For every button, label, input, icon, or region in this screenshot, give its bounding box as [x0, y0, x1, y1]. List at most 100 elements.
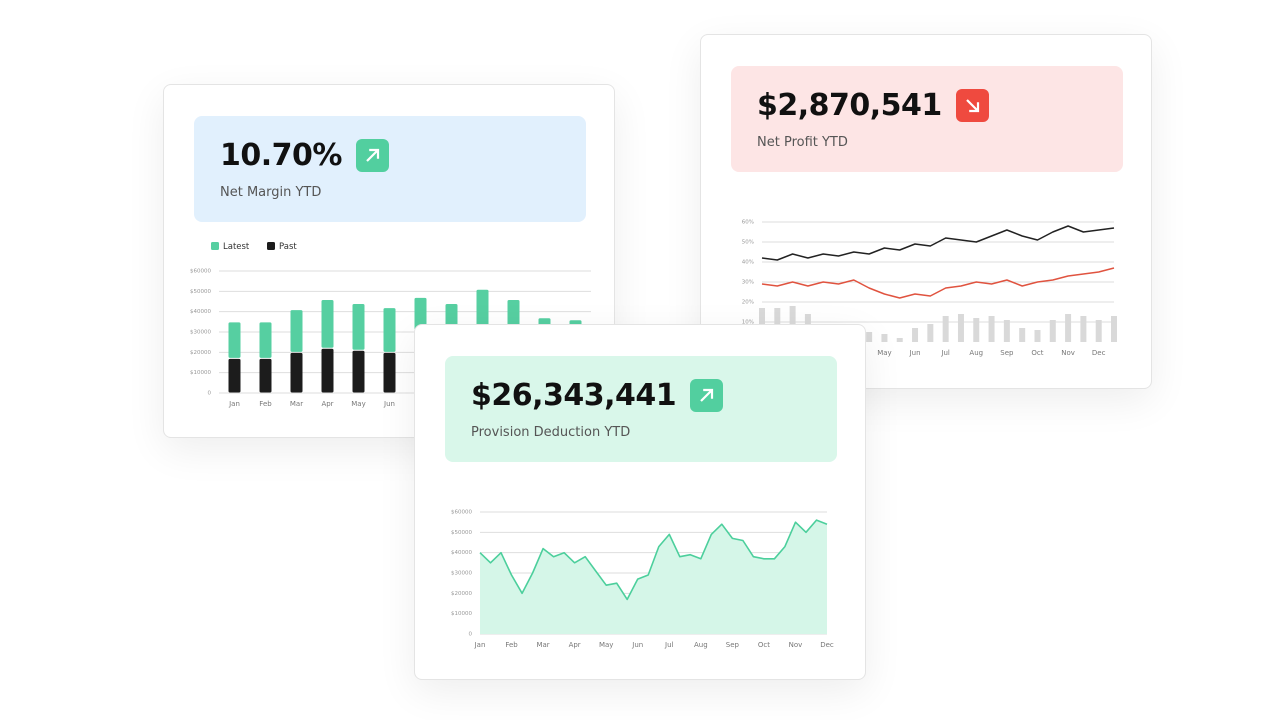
bar-segment	[383, 352, 396, 393]
legend-swatch	[267, 242, 275, 250]
y-tick-label: $50000	[190, 289, 211, 295]
provision-card: $26,343,441 Provision Deduction YTD 0 $10…	[414, 324, 866, 680]
x-tick-label: Jan	[474, 641, 486, 649]
y-tick-label: $30000	[451, 571, 472, 577]
volume-bar	[1095, 320, 1102, 342]
volume-bar	[988, 316, 995, 342]
kpi-label: Net Margin YTD	[220, 185, 322, 200]
x-tick-label: Oct	[1031, 349, 1043, 357]
kpi-value: $2,870,541	[757, 88, 942, 123]
volume-bar	[1049, 320, 1056, 342]
volume-bar	[1003, 320, 1010, 342]
volume-bar	[896, 338, 903, 342]
y-tick-label: $50000	[451, 530, 472, 536]
trend-badge	[690, 379, 724, 412]
volume-bar	[1019, 328, 1026, 342]
legend-swatch	[211, 242, 219, 250]
x-tick-label: Mar	[290, 400, 303, 408]
y-tick-label: 0	[208, 391, 212, 397]
y-tick-label: 20%	[742, 300, 754, 306]
kpi-value: 10.70%	[220, 138, 342, 173]
volume-bar	[1065, 314, 1072, 342]
y-tick-label: 40%	[742, 260, 754, 266]
x-tick-label: Dec	[820, 641, 834, 649]
y-tick-label: 60%	[742, 220, 754, 226]
volume-bar	[866, 332, 873, 342]
y-tick-label: $20000	[190, 350, 211, 356]
line	[761, 225, 1115, 261]
volume-bar	[927, 324, 934, 342]
bar-segment	[228, 322, 241, 358]
x-tick-label: Mar	[536, 641, 549, 649]
x-tick-label: Apr	[321, 400, 333, 408]
legend-label: Past	[279, 242, 297, 252]
y-tick-label: $20000	[451, 591, 472, 597]
y-tick-label: $40000	[451, 550, 472, 556]
kpi-label: Net Profit YTD	[757, 135, 848, 150]
volume-bar	[957, 314, 964, 342]
bar-segment	[290, 352, 303, 393]
bar-segment	[321, 299, 334, 348]
y-tick-label: $40000	[190, 309, 211, 315]
x-tick-label: Jun	[631, 641, 643, 649]
bar-segment	[352, 350, 365, 393]
bar-segment	[290, 310, 303, 352]
chart: 0 $10000 $20000 $30000 $40000 $50000 $60000 Jan…	[451, 510, 834, 650]
x-tick-label: Aug	[694, 641, 708, 649]
kpi-label: Provision Deduction YTD	[471, 425, 631, 440]
x-tick-label: Dec	[1092, 349, 1106, 357]
y-tick-label: $10000	[451, 611, 472, 617]
line	[761, 267, 1115, 299]
chart: 0 $10000 $20000 $30000 $40000 $50000 $60000 Jan…	[190, 242, 591, 408]
bar-segment	[259, 358, 272, 393]
volume-bar	[912, 328, 919, 342]
bar-segment	[228, 358, 241, 393]
y-tick-label: $30000	[190, 330, 211, 336]
y-tick-label: 10%	[742, 320, 754, 326]
x-tick-label: Jan	[228, 400, 240, 408]
y-tick-label: 30%	[742, 280, 754, 286]
x-tick-label: Oct	[758, 641, 770, 649]
y-tick-label: $60000	[190, 269, 211, 275]
volume-bar	[942, 316, 949, 342]
x-tick-label: May	[599, 641, 613, 649]
x-tick-label: Nov	[1061, 349, 1075, 357]
bar-segment	[259, 322, 272, 358]
x-tick-label: Jul	[940, 349, 950, 357]
x-tick-label: Nov	[789, 641, 803, 649]
x-tick-label: Feb	[259, 400, 272, 408]
x-tick-label: Sep	[1000, 349, 1014, 357]
kpi-row: $26,343,441	[471, 378, 811, 413]
kpi-row: $2,870,541	[757, 88, 1097, 123]
x-tick-label: Sep	[726, 641, 740, 649]
net-margin-card: 10.70% Net Margin YTD 0 $10000 $20000 $3000…	[163, 84, 615, 438]
kpi-panel: $26,343,441 Provision Deduction YTD	[445, 356, 837, 462]
kpi-value: $26,343,441	[471, 378, 677, 413]
trend-arrow	[700, 388, 714, 402]
kpi-row: 10.70%	[220, 138, 560, 173]
volume-bar	[881, 334, 888, 342]
x-tick-label: Jun	[909, 349, 921, 357]
volume-bar	[1034, 330, 1041, 342]
trend-badge	[355, 139, 389, 172]
x-tick-label: Jun	[383, 400, 395, 408]
volume-bar	[1080, 316, 1087, 342]
legend-label: Latest	[223, 242, 250, 252]
y-tick-label: $60000	[451, 510, 472, 516]
bar-segment	[383, 308, 396, 352]
x-tick-label: Apr	[569, 641, 581, 649]
kpi-panel: $2,870,541 Net Profit YTD	[731, 66, 1123, 172]
area	[480, 520, 827, 634]
bar-segment	[352, 304, 365, 350]
bar-segment	[321, 348, 334, 393]
x-tick-label: May	[351, 400, 365, 408]
volume-bar	[1111, 316, 1117, 342]
trend-arrow	[966, 99, 979, 113]
y-tick-label: 0	[469, 632, 473, 638]
x-tick-label: Aug	[969, 349, 983, 357]
y-tick-label: 50%	[742, 240, 754, 246]
trend-arrow	[366, 148, 380, 162]
x-tick-label: May	[877, 349, 891, 357]
x-tick-label: Jul	[664, 641, 674, 649]
